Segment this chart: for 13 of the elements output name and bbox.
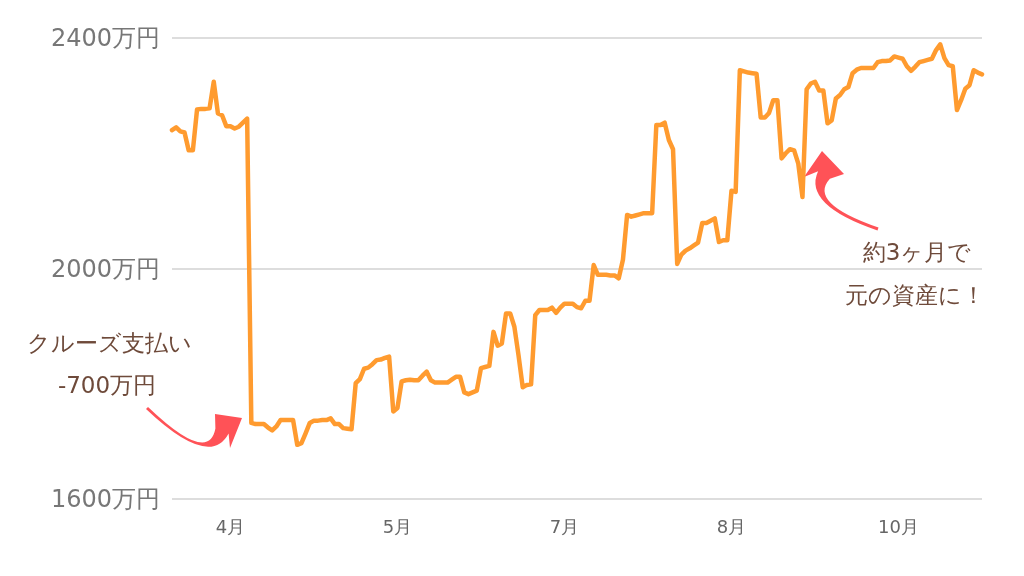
y-tick-label: 2400万円 <box>50 24 160 52</box>
line-series <box>169 42 985 448</box>
x-tick-label: 7月 <box>549 515 580 537</box>
text: -700万円 <box>57 372 157 398</box>
y-tick-label: 1600万円 <box>50 485 160 513</box>
annotation: 元の資産に！ <box>845 282 985 308</box>
x-tick-label: 4月 <box>215 515 246 537</box>
x-tick-label: 8月 <box>716 515 747 537</box>
x-tick-label: 5月 <box>382 515 413 537</box>
annotation: クルーズ支払い <box>26 330 192 356</box>
x-tick-label: 10月 <box>878 515 919 537</box>
annotation: 約3ヶ月で <box>862 239 972 265</box>
y-tick-label: 2000万円 <box>50 254 160 283</box>
